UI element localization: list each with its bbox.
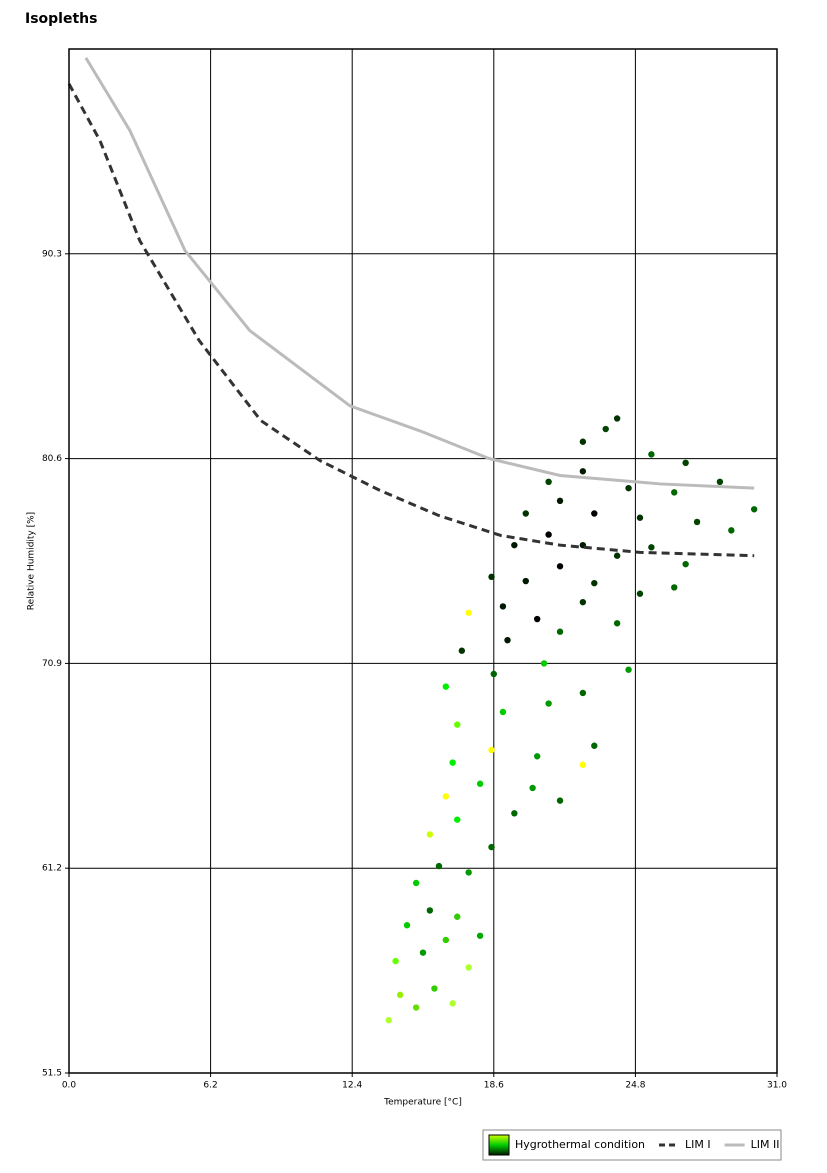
data-point — [392, 957, 399, 965]
data-point — [465, 964, 472, 971]
data-point — [449, 759, 456, 766]
data-point — [682, 459, 689, 467]
x-tick-label: 18.6 — [484, 1081, 504, 1091]
data-point — [602, 425, 609, 433]
data-point — [625, 666, 632, 673]
y-tick-label: 61.2 — [42, 864, 62, 874]
data-point — [442, 793, 450, 800]
data-point — [431, 985, 438, 992]
data-point — [449, 1000, 456, 1007]
data-point — [426, 907, 434, 914]
data-point — [504, 636, 511, 644]
data-point — [403, 922, 411, 929]
data-point — [458, 647, 466, 654]
limit-line — [84, 57, 755, 490]
data-point — [671, 489, 678, 496]
data-point — [412, 879, 420, 887]
legend-label: Hygrothermal condition — [515, 1138, 645, 1151]
plot-area — [69, 49, 777, 1073]
data-point — [533, 753, 541, 760]
x-tick-label: 0.0 — [62, 1081, 77, 1091]
data-point — [488, 746, 495, 754]
y-axis-label: Relative Humidity [%] — [27, 512, 37, 610]
data-point — [465, 869, 472, 876]
data-point — [556, 497, 564, 505]
legend-swatch — [488, 1134, 510, 1156]
data-point — [454, 721, 461, 728]
data-point — [442, 936, 450, 944]
data-point — [693, 518, 701, 526]
data-point — [488, 573, 495, 581]
y-tick-label: 70.9 — [42, 659, 62, 669]
x-tick-label: 6.2 — [203, 1081, 217, 1091]
data-point — [579, 468, 587, 475]
data-point — [636, 514, 644, 521]
data-point — [396, 991, 404, 999]
data-point — [682, 560, 689, 568]
data-point — [545, 478, 552, 486]
data-point — [591, 742, 598, 749]
data-point — [750, 506, 758, 513]
data-point — [579, 598, 587, 606]
plot-border — [68, 48, 778, 1074]
data-point — [613, 415, 621, 422]
data-point — [613, 552, 621, 559]
data-point — [545, 531, 552, 538]
data-point — [426, 831, 434, 838]
data-point — [511, 541, 518, 549]
data-point — [385, 1017, 392, 1024]
data-point — [591, 579, 598, 587]
data-point — [490, 670, 497, 678]
data-point — [579, 761, 587, 768]
data-point — [454, 913, 461, 920]
legend-label: LIM II — [751, 1138, 780, 1151]
data-point — [511, 810, 518, 817]
data-point — [648, 451, 655, 458]
data-point — [533, 615, 541, 623]
data-point — [579, 689, 587, 697]
data-point — [476, 780, 484, 787]
data-point — [613, 620, 621, 627]
x-axis-label: Temperature [°C] — [383, 1098, 462, 1108]
data-point — [636, 590, 644, 597]
data-point — [591, 510, 598, 517]
y-tick-label: 80.6 — [42, 454, 62, 464]
data-point — [625, 484, 632, 492]
chart-title: Isopleths — [25, 11, 97, 27]
data-point — [412, 1004, 420, 1011]
data-point — [499, 603, 507, 610]
data-point — [465, 609, 472, 616]
data-point — [522, 577, 529, 585]
data-point — [648, 544, 655, 551]
legend-label: LIM I — [685, 1138, 711, 1151]
data-point — [529, 784, 536, 792]
data-point — [556, 797, 564, 804]
data-point — [545, 700, 552, 707]
data-point — [556, 563, 564, 570]
data-point — [579, 438, 587, 445]
data-point — [540, 660, 548, 667]
data-point — [716, 478, 724, 486]
data-point — [522, 510, 529, 517]
data-point — [442, 683, 450, 690]
data-point — [488, 843, 495, 851]
data-point — [476, 932, 484, 939]
data-point — [499, 708, 507, 716]
data-point — [671, 584, 678, 591]
x-tick-label: 24.8 — [625, 1081, 645, 1091]
x-tick-label: 12.4 — [342, 1081, 362, 1091]
x-tick-label: 31.0 — [767, 1081, 787, 1091]
y-tick-label: 90.3 — [42, 249, 62, 259]
data-point — [556, 628, 564, 635]
legend: Hygrothermal condition LIM I LIM II — [482, 1129, 782, 1161]
data-point — [419, 949, 427, 956]
y-tick-label: 51.5 — [42, 1069, 62, 1079]
data-point — [435, 862, 443, 870]
limit-line — [67, 83, 755, 558]
data-point — [728, 527, 735, 534]
data-point — [454, 816, 461, 823]
